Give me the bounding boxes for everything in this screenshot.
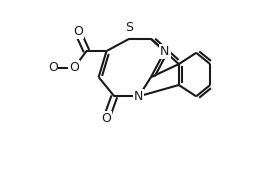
Text: O: O	[73, 25, 83, 38]
Text: O: O	[101, 112, 111, 125]
Text: N: N	[134, 90, 143, 103]
Text: N: N	[160, 45, 170, 58]
Text: O: O	[69, 61, 79, 74]
Text: O: O	[48, 61, 58, 74]
Text: S: S	[125, 21, 133, 35]
